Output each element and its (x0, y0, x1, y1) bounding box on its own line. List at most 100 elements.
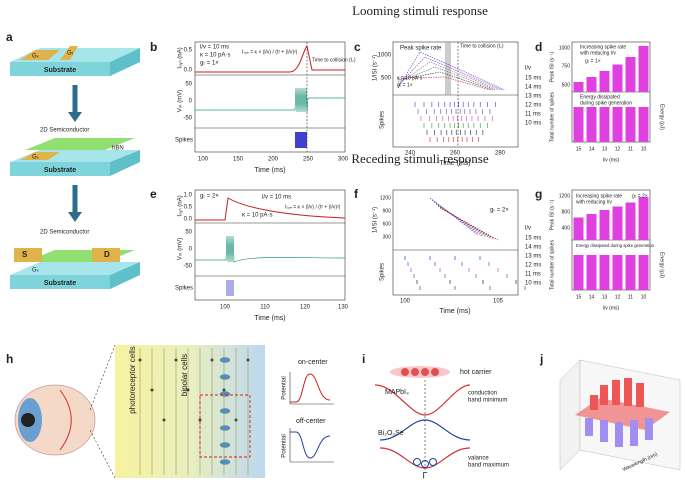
tick-label: 10 (641, 294, 647, 300)
axis-label: Total number of spikes (549, 239, 555, 290)
curve (439, 207, 499, 241)
label: photoreceptor cells (128, 346, 137, 414)
tick-label: -50 (183, 116, 192, 122)
annotation: with reducing l/v (576, 199, 612, 205)
label: Gₜ (67, 51, 74, 57)
panel-c: Peak spike rate Time to collision (t꜀) κ… (373, 41, 541, 167)
curve (195, 87, 345, 113)
bar (599, 71, 610, 92)
annotation: l/v = 10 ms (200, 45, 229, 51)
bar (612, 206, 623, 240)
cell (219, 425, 231, 431)
axis-label: Time (ms) (439, 308, 470, 315)
tick-label: 14 (589, 146, 595, 152)
tick-label: 0.0 (184, 217, 193, 223)
cell (219, 459, 231, 465)
spikes (414, 102, 496, 142)
tick-label: 100 (400, 299, 411, 305)
legend-entry: 14 ms (525, 245, 541, 251)
annotation: Time to collision (t꜀) (312, 57, 356, 63)
tick-label: 900 (383, 208, 392, 214)
heading: Receding stimuli response (351, 151, 488, 166)
panel-g: Increasing spike rate with reducing l/v … (549, 189, 665, 311)
panel-label: c (354, 40, 361, 54)
label: Substrate (44, 280, 76, 287)
device-3: 2D Semiconductor S D hBN Gₛ Substrate (10, 230, 140, 289)
legend-entry: 10 ms (525, 281, 541, 287)
annotation: gₜ = 1× (585, 58, 601, 64)
tick-label: 1200 (380, 195, 391, 201)
label: band minimum (468, 398, 507, 404)
bar (599, 107, 610, 142)
label: S (22, 250, 28, 259)
device-2: 2D Semiconductor hBN Gₛ Substrate (10, 128, 140, 176)
panel-d: Increasing spike rate with reducing l/v … (549, 41, 665, 163)
tick-label: 1000 (559, 45, 570, 51)
tick-label: 13 (602, 294, 608, 300)
axis-label: Total number of spikes (549, 91, 555, 142)
curve (397, 51, 506, 91)
bar (625, 255, 636, 290)
curve (397, 71, 494, 91)
bar (586, 77, 597, 92)
tick-label: 1200 (559, 193, 570, 199)
panel-label: b (150, 40, 157, 54)
tick-label: 150 (233, 157, 244, 163)
curve (437, 205, 495, 240)
cell (174, 358, 178, 362)
axis-label: Vₘ (mV) (178, 238, 184, 260)
legend-entry: 12 ms (525, 263, 541, 269)
axis-label: Spikes (175, 286, 193, 292)
cell (186, 388, 190, 392)
panel-label: a (6, 30, 13, 44)
bar (599, 255, 610, 290)
panel-e: gₜ = 2× l/v = 10 ms κ = 10 pA·s Iₛᵧₙ = κ… (175, 189, 349, 322)
legend-entry: 14 ms (525, 85, 541, 91)
axis-label: Energy (pJ) (659, 252, 665, 278)
annotation: Increasing spike rate (580, 44, 626, 50)
legend-entry: 11 ms (525, 272, 541, 278)
tick-label: 11 (628, 294, 633, 300)
bar (638, 255, 649, 290)
axis-label: l/v (ms) (603, 157, 620, 163)
cell (246, 358, 250, 362)
legend-title: l/v (525, 226, 531, 232)
annotation: gₜ = 2× (632, 193, 648, 199)
axis-label: 1/ISI (s⁻¹) (373, 55, 379, 81)
cell (219, 357, 231, 363)
label: bipolar cells (180, 354, 189, 396)
bar (586, 214, 597, 240)
cell (138, 358, 142, 362)
axis-label: Peak ISI (s⁻¹) (549, 51, 555, 82)
cell (219, 408, 231, 414)
axis-label: Time (ms) (439, 160, 470, 167)
annotation: Peak spike rate (400, 46, 442, 52)
tick-label: 250 (303, 157, 314, 163)
legend-entry: 11 ms (525, 112, 541, 118)
tick-label: 500 (381, 76, 392, 82)
tick-label: 300 (338, 157, 349, 163)
cell (219, 442, 231, 448)
annotation: κ = 10 pA·s (242, 213, 273, 219)
curve (429, 197, 479, 236)
device-1: Gₛ Gₜ Substrate (10, 46, 140, 76)
curve (431, 199, 483, 237)
cell (210, 358, 214, 362)
tick-label: 240 (405, 151, 416, 157)
annotation: with reducing l/v (580, 50, 616, 56)
axis-label: Spikes (380, 111, 386, 129)
label: off-center (296, 418, 326, 425)
bar (586, 255, 597, 290)
annotation: gₜ = 2× (490, 208, 509, 214)
annotation: l/v = 10 ms (262, 195, 291, 201)
curve (435, 203, 491, 239)
panel-b: l/v = 10 ms κ = 10 pA·s gₜ = 1× Iₛᵧₙ = κ… (175, 41, 356, 174)
cell (219, 391, 231, 397)
tick-label: 1.0 (184, 193, 193, 199)
axis-label: Potential (282, 376, 288, 399)
cell (162, 418, 166, 422)
bar (586, 107, 597, 142)
axis-label: Time (ms) (254, 167, 285, 174)
label: 2D Semiconductor (40, 128, 89, 134)
label: hot carrier (460, 369, 492, 376)
